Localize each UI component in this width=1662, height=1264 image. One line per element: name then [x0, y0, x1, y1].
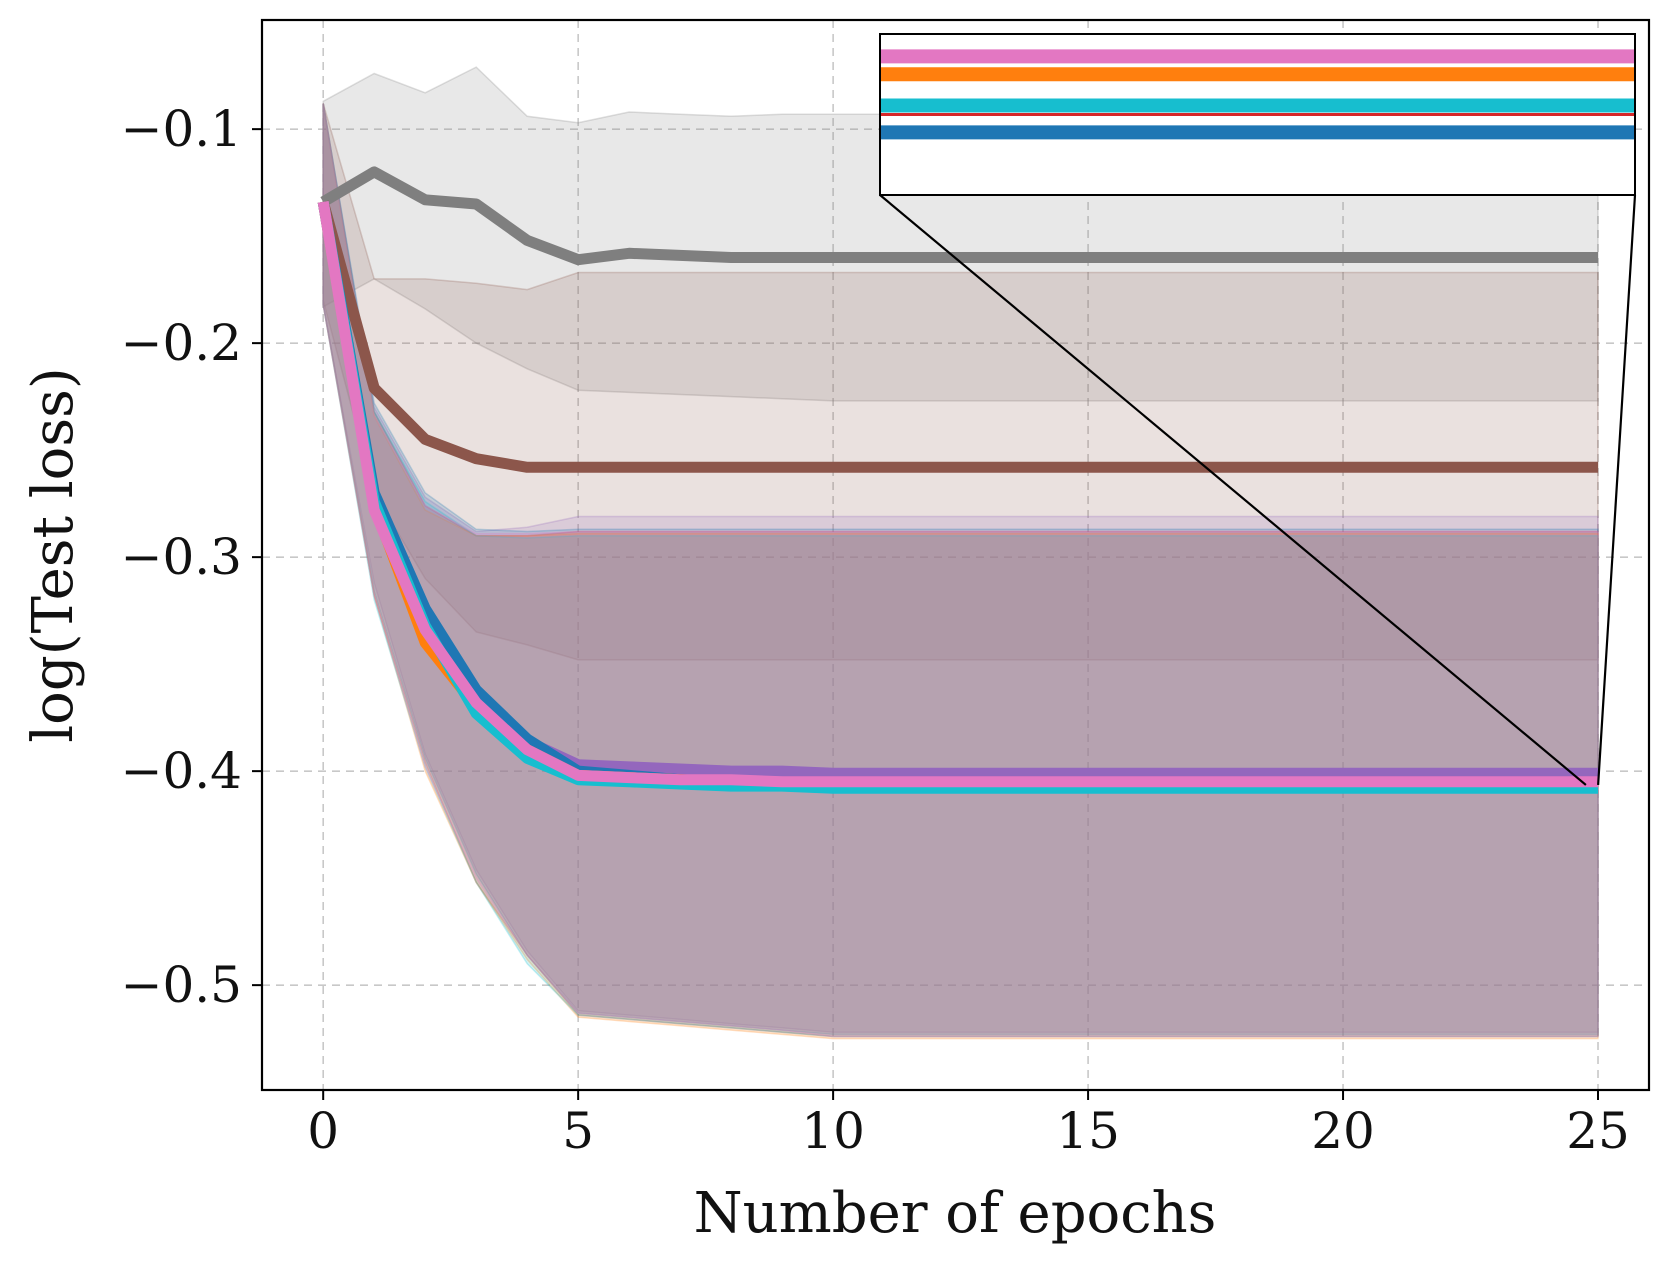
band-cyan	[322, 103, 1599, 1038]
x-tick-label: 25	[1566, 1102, 1630, 1160]
series-lines	[317, 166, 1598, 794]
y-tick-label: −0.2	[121, 314, 242, 372]
line-brown	[317, 200, 1598, 473]
zoom-inset	[879, 33, 1636, 196]
inset-frame	[879, 33, 1636, 196]
band-blue	[322, 103, 1599, 1036]
band-orange	[322, 103, 1599, 1040]
band-purple	[322, 103, 1599, 1033]
y-axis-ticks: −0.1 −0.2 −0.3 −0.4 −0.5	[121, 100, 262, 1014]
inset-connector-left	[879, 194, 1587, 786]
inset-connector-right	[1597, 194, 1637, 785]
band-red	[322, 103, 1599, 1038]
x-tick-label: 20	[1311, 1102, 1375, 1160]
y-tick-label: −0.1	[121, 100, 242, 158]
x-axis-label: Number of epochs	[694, 1181, 1217, 1246]
y-axis-label: log(Test loss)	[21, 367, 86, 742]
x-tick-label: 0	[307, 1102, 339, 1160]
x-axis-ticks: 0 5 10 15 20 25	[307, 1090, 1630, 1160]
line-gray	[320, 166, 1598, 266]
band-brown	[322, 103, 1599, 661]
y-tick-label: −0.5	[121, 956, 242, 1014]
confidence-bands	[322, 66, 1599, 1040]
x-tick-label: 10	[801, 1102, 865, 1160]
band-pink	[322, 103, 1599, 1038]
x-tick-label: 5	[562, 1102, 594, 1160]
line-pink	[317, 201, 1598, 788]
x-tick-label: 15	[1056, 1102, 1120, 1160]
line-cyan	[317, 200, 1598, 794]
y-tick-label: −0.4	[121, 742, 242, 800]
plot-frame	[260, 18, 1651, 1092]
inset-connectors	[879, 194, 1637, 786]
y-tick-label: −0.3	[121, 528, 242, 586]
